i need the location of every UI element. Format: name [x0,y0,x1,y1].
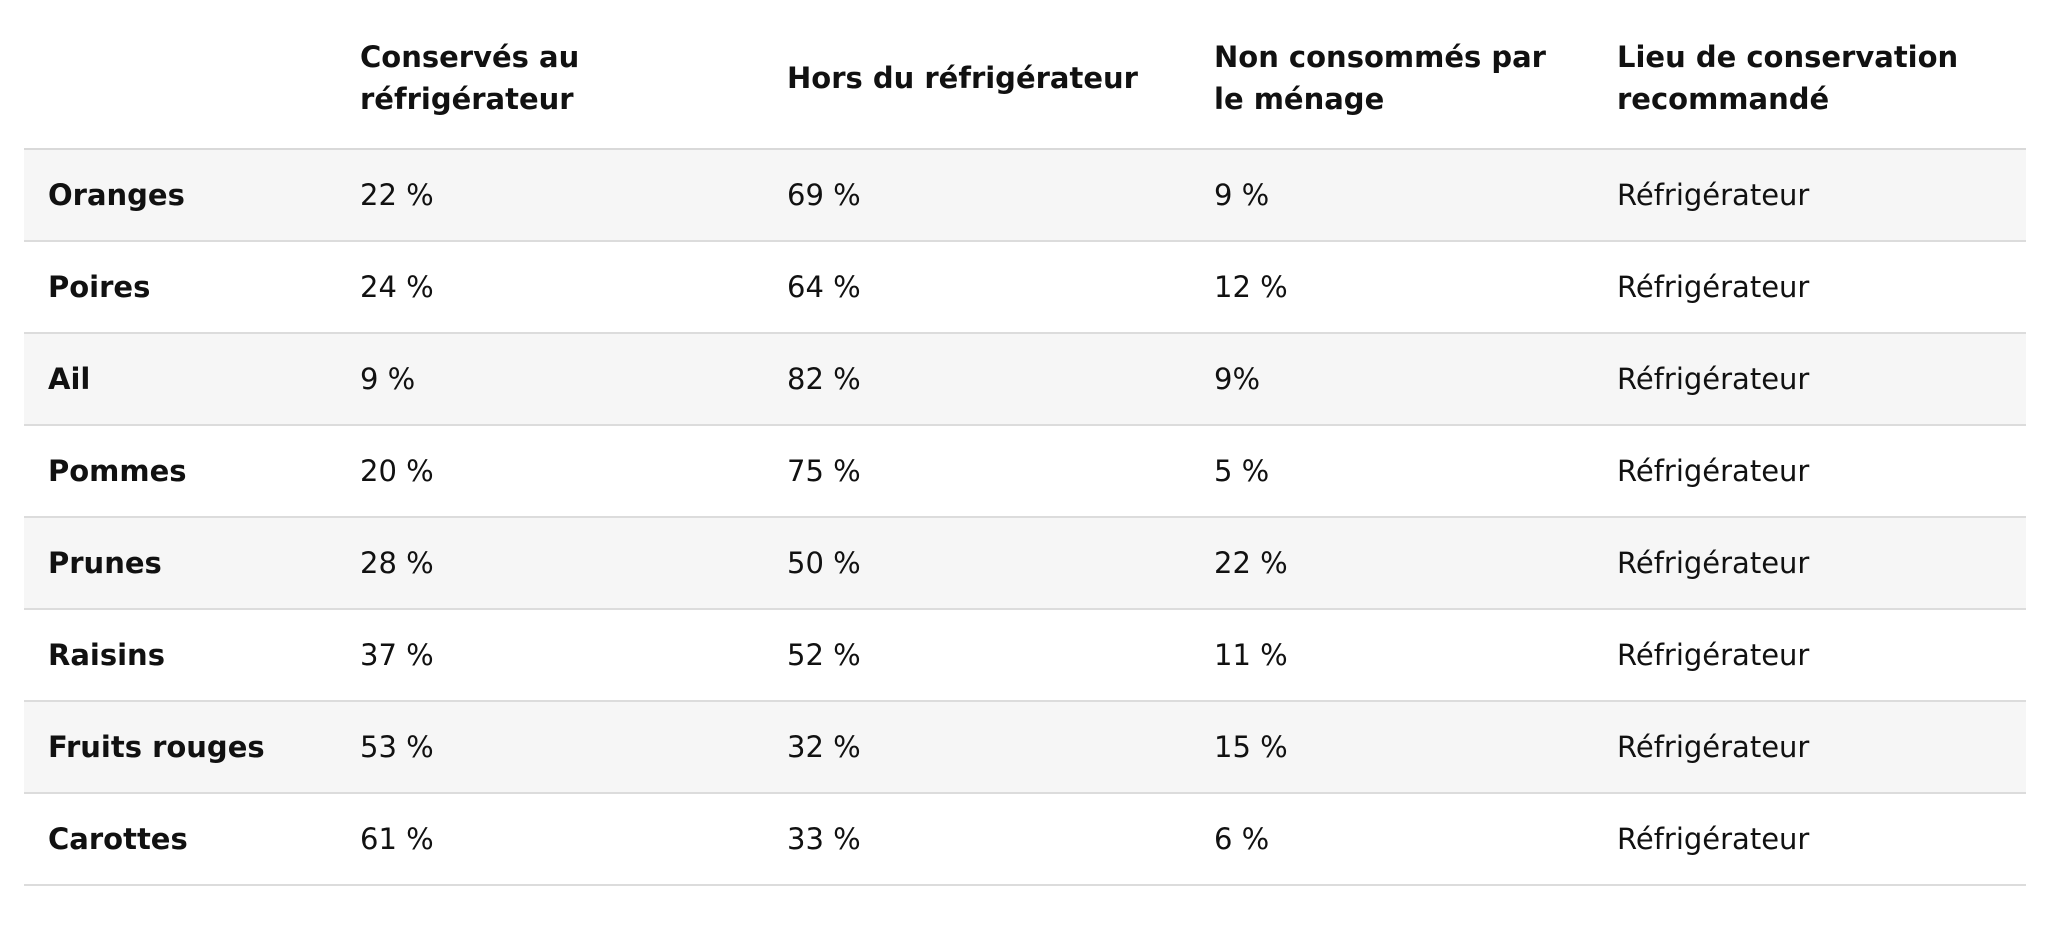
cell-recommended-place: Réfrigérateur [1593,425,2026,518]
cell-outside-fridge: 32 % [763,701,1190,794]
cell-recommended-place: Réfrigérateur [1593,241,2026,334]
conservation-table: Conservés au réfrigérateur Hors du réfri… [24,0,2026,886]
cell-not-consumed: 9 % [1190,149,1593,242]
cell-recommended-place: Réfrigérateur [1593,517,2026,610]
cell-refrigerated: 9 % [336,333,763,426]
cell-not-consumed: 12 % [1190,241,1593,334]
cell-recommended-place: Réfrigérateur [1593,149,2026,242]
row-label: Oranges [24,149,336,242]
table-row: Fruits rouges 53 % 32 % 15 % Réfrigérate… [24,701,2026,794]
cell-refrigerated: 61 % [336,793,763,886]
cell-outside-fridge: 82 % [763,333,1190,426]
row-label: Ail [24,333,336,426]
header-cell-empty [24,0,336,150]
table-body: Oranges 22 % 69 % 9 % Réfrigérateur Poir… [24,149,2026,886]
row-label: Prunes [24,517,336,610]
header-cell-recommended-place: Lieu de conservation recommandé [1593,0,2026,150]
row-label: Raisins [24,609,336,702]
cell-refrigerated: 37 % [336,609,763,702]
cell-refrigerated: 28 % [336,517,763,610]
cell-not-consumed: 6 % [1190,793,1593,886]
table-row: Prunes 28 % 50 % 22 % Réfrigérateur [24,517,2026,610]
header-cell-not-consumed: Non consommés par le ménage [1190,0,1593,150]
header-cell-outside-fridge: Hors du réfrigérateur [763,0,1190,150]
cell-recommended-place: Réfrigérateur [1593,609,2026,702]
table-row: Pommes 20 % 75 % 5 % Réfrigérateur [24,425,2026,518]
header-cell-refrigerated: Conservés au réfrigérateur [336,0,763,150]
cell-refrigerated: 24 % [336,241,763,334]
table-header: Conservés au réfrigérateur Hors du réfri… [24,0,2026,150]
table-row: Poires 24 % 64 % 12 % Réfrigérateur [24,241,2026,334]
row-label: Pommes [24,425,336,518]
row-label: Fruits rouges [24,701,336,794]
table-row: Carottes 61 % 33 % 6 % Réfrigérateur [24,793,2026,886]
header-row: Conservés au réfrigérateur Hors du réfri… [24,0,2026,150]
table-row: Raisins 37 % 52 % 11 % Réfrigérateur [24,609,2026,702]
cell-not-consumed: 22 % [1190,517,1593,610]
cell-refrigerated: 53 % [336,701,763,794]
table-row: Ail 9 % 82 % 9% Réfrigérateur [24,333,2026,426]
cell-outside-fridge: 75 % [763,425,1190,518]
cell-not-consumed: 15 % [1190,701,1593,794]
cell-refrigerated: 22 % [336,149,763,242]
cell-not-consumed: 11 % [1190,609,1593,702]
cell-refrigerated: 20 % [336,425,763,518]
cell-recommended-place: Réfrigérateur [1593,333,2026,426]
cell-not-consumed: 5 % [1190,425,1593,518]
row-label: Poires [24,241,336,334]
cell-outside-fridge: 52 % [763,609,1190,702]
table-row: Oranges 22 % 69 % 9 % Réfrigérateur [24,149,2026,242]
cell-outside-fridge: 69 % [763,149,1190,242]
cell-outside-fridge: 64 % [763,241,1190,334]
cell-outside-fridge: 50 % [763,517,1190,610]
cell-not-consumed: 9% [1190,333,1593,426]
cell-outside-fridge: 33 % [763,793,1190,886]
cell-recommended-place: Réfrigérateur [1593,701,2026,794]
row-label: Carottes [24,793,336,886]
data-table-container: Conservés au réfrigérateur Hors du réfri… [24,0,2026,886]
cell-recommended-place: Réfrigérateur [1593,793,2026,886]
